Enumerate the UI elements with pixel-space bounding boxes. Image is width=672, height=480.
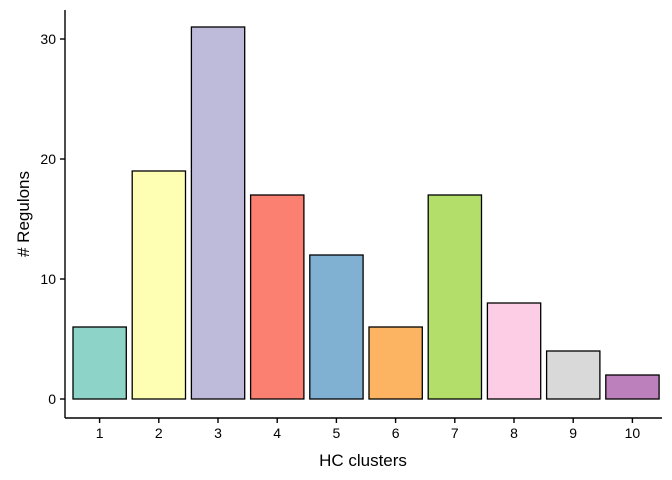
y-tick-label: 10 bbox=[40, 271, 56, 287]
y-axis-title: # Regulons bbox=[14, 171, 33, 257]
y-tick-label: 20 bbox=[40, 151, 56, 167]
x-tick-label: 5 bbox=[333, 425, 341, 441]
y-tick-label: 30 bbox=[40, 31, 56, 47]
bar-cluster-6 bbox=[368, 326, 423, 400]
x-axis-title: HC clusters bbox=[319, 451, 407, 470]
x-tick-label: 2 bbox=[155, 425, 163, 441]
bar-cluster-8 bbox=[486, 302, 542, 400]
bar-cluster-9 bbox=[545, 350, 601, 400]
bar-cluster-1 bbox=[72, 326, 127, 400]
x-tick-label: 6 bbox=[392, 425, 400, 441]
x-tick-label: 9 bbox=[569, 425, 577, 441]
bar-cluster-3 bbox=[190, 26, 246, 400]
x-tick-label: 1 bbox=[96, 425, 104, 441]
x-tick-label: 8 bbox=[510, 425, 518, 441]
bar-cluster-10 bbox=[605, 374, 660, 400]
bar-cluster-4 bbox=[249, 194, 305, 400]
bar-cluster-7 bbox=[427, 194, 483, 400]
bars-group bbox=[72, 26, 660, 400]
x-tick-label: 3 bbox=[214, 425, 222, 441]
x-tick-label: 4 bbox=[273, 425, 281, 441]
x-ticks-group: 1 2 3 4 5 6 7 8 9 10 bbox=[96, 418, 641, 441]
y-tick-label: 0 bbox=[48, 391, 56, 407]
bar-cluster-5 bbox=[309, 254, 364, 400]
x-tick-label: 10 bbox=[625, 425, 641, 441]
y-ticks-group: 0 10 20 30 bbox=[40, 31, 65, 407]
bar-cluster-2 bbox=[131, 170, 187, 400]
x-tick-label: 7 bbox=[451, 425, 459, 441]
